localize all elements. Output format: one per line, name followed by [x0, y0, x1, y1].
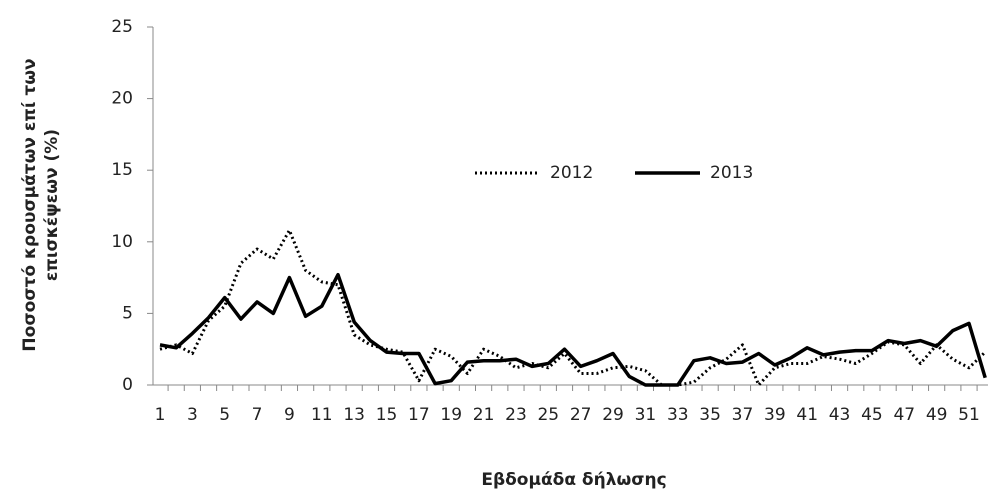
- x-tick-label: 49: [926, 405, 948, 425]
- x-tick-label: 39: [764, 405, 786, 425]
- x-tick-label: 7: [252, 405, 263, 425]
- x-tick-label: 51: [958, 405, 980, 425]
- x-tick-label: 5: [219, 405, 230, 425]
- x-tick-label: 3: [187, 405, 198, 425]
- x-tick-label: 17: [408, 405, 430, 425]
- x-tick-label: 21: [473, 405, 495, 425]
- x-tick-label: 43: [829, 405, 851, 425]
- x-tick-label: 31: [635, 405, 657, 425]
- series-line: [159, 272, 987, 387]
- y-tick-label: 5: [122, 303, 133, 323]
- y-axis-label: Ποσοστό κρουσμάτων επί των: [20, 58, 40, 351]
- x-tick-label: 23: [505, 405, 527, 425]
- y-axis-label: επισκέψεων (%): [42, 129, 62, 281]
- y-tick-label: 15: [111, 160, 133, 180]
- x-tick-label: 27: [570, 405, 592, 425]
- x-tick-label: 37: [732, 405, 754, 425]
- x-tick-label: 47: [893, 405, 915, 425]
- x-tick-label: 13: [343, 405, 365, 425]
- x-tick-label: 45: [861, 405, 883, 425]
- legend-label: 2012: [550, 163, 593, 183]
- x-tick-label: 35: [699, 405, 721, 425]
- y-tick-label: 20: [111, 89, 133, 109]
- x-tick-label: 9: [284, 405, 295, 425]
- y-tick-label: 0: [122, 375, 133, 395]
- x-tick-label: 25: [537, 405, 559, 425]
- x-tick-label: 15: [376, 405, 398, 425]
- y-tick-label: 25: [111, 17, 133, 37]
- y-tick-label: 10: [111, 232, 133, 252]
- x-tick-label: 1: [155, 405, 166, 425]
- x-tick-label: 19: [440, 405, 462, 425]
- legend-label: 2013: [710, 163, 753, 183]
- x-tick-label: 29: [602, 405, 624, 425]
- x-tick-label: 33: [667, 405, 689, 425]
- series-line: [159, 228, 987, 387]
- x-tick-label: 11: [311, 405, 333, 425]
- x-axis-label: Εβδομάδα δήλωσης: [481, 470, 666, 490]
- x-tick-label: 41: [796, 405, 818, 425]
